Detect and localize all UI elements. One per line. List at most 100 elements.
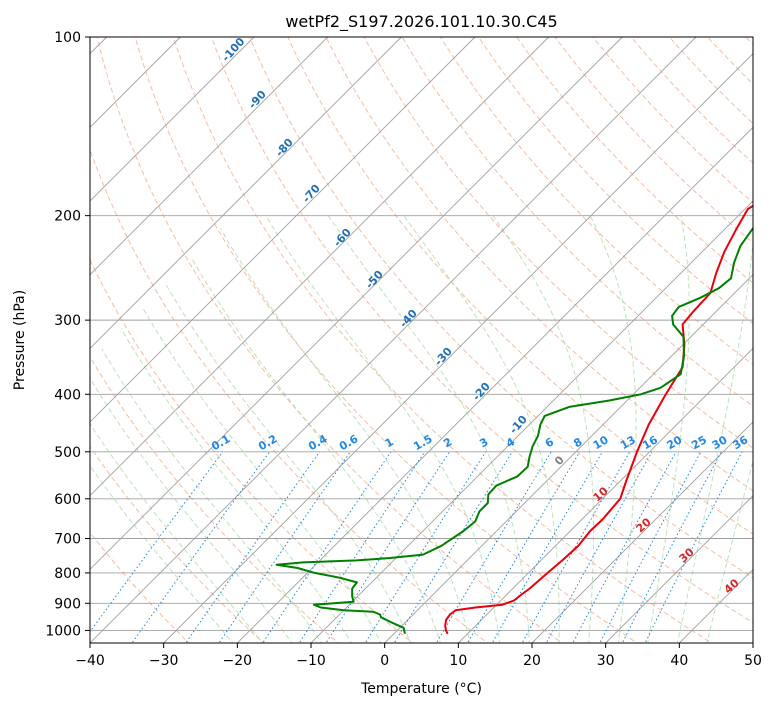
mixing-ratio-label: 1 — [383, 435, 396, 450]
moist-adiabat — [647, 215, 690, 643]
chart-title: wetPf2_S197.2026.101.10.30.C45 — [285, 12, 557, 32]
isotherm-line — [90, 37, 402, 349]
isotherm-label: -10 — [507, 413, 530, 437]
dry-adiabat — [439, 37, 753, 366]
moist-adiabat — [120, 328, 352, 643]
isotherm-line — [163, 53, 753, 643]
dry-adiabat — [90, 445, 265, 643]
mixing-ratio-line — [131, 451, 271, 643]
dry-adiabat — [90, 355, 340, 643]
moist-adiabat — [90, 464, 234, 643]
x-tick-label: −20 — [223, 653, 253, 669]
isotherm-line — [90, 37, 476, 423]
isotherm-line — [531, 421, 753, 643]
y-tick-label: 900 — [54, 596, 81, 612]
mixing-ratio-line — [364, 451, 487, 643]
moist-adiabat — [328, 215, 530, 643]
isotherm-line — [90, 37, 623, 570]
isotherm-label: -80 — [273, 136, 296, 160]
moist-adiabat — [141, 306, 382, 643]
mixing-ratio-line — [185, 451, 321, 643]
plot-frame — [89, 36, 754, 644]
mixing-ratio-label: 20 — [665, 433, 685, 452]
mixing-ratio-label: 1.5 — [411, 432, 434, 453]
dry-adiabat — [668, 37, 753, 125]
theta-label: 10 — [591, 484, 611, 504]
moist-adiabat — [101, 348, 323, 643]
x-tick-label: 40 — [670, 653, 688, 669]
isotherm-label: -50 — [363, 268, 386, 292]
x-tick-label: 30 — [597, 653, 615, 669]
isotherm-line — [605, 495, 753, 643]
moist-adiabat — [265, 215, 501, 643]
x-tick-label: −40 — [75, 653, 105, 669]
isotherm-line — [90, 37, 549, 497]
mixing-ratio-label: 6 — [543, 435, 556, 450]
moist-adiabat — [190, 256, 441, 643]
theta-label: 40 — [722, 576, 742, 596]
isotherm-label: -40 — [397, 307, 420, 331]
isotherm-label: 0 — [552, 453, 567, 468]
x-tick-label: −30 — [149, 653, 179, 669]
y-tick-label: 800 — [54, 566, 81, 582]
moist-adiabat — [403, 215, 560, 643]
dry-adiabat — [401, 37, 753, 407]
theta-label: 30 — [677, 545, 697, 565]
dry-adiabat — [172, 37, 713, 643]
isotherm-label: -60 — [331, 226, 354, 250]
dry-adiabat — [477, 37, 753, 325]
y-tick-label: 400 — [54, 387, 81, 403]
y-axis: 1000 900 800 700 600 500 400 300 200 100 — [45, 30, 90, 639]
isotherm-line — [90, 37, 255, 202]
mixing-ratio-line — [572, 451, 677, 643]
isotherm-label: -100 — [219, 35, 247, 64]
x-axis: −40 −30 −20 −10 0 10 20 30 40 50 — [75, 643, 762, 669]
moist-adiabat — [90, 422, 264, 643]
isotherm-line — [752, 642, 753, 643]
mixing-ratio-label: 0.4 — [306, 432, 330, 453]
y-tick-label: 1000 — [45, 623, 81, 639]
mixing-ratio-line — [325, 451, 451, 643]
mixing-ratio-line — [599, 451, 702, 643]
y-tick-label: 600 — [54, 492, 81, 508]
moist-adiabat — [90, 377, 293, 643]
dry-adiabat — [325, 37, 753, 492]
moist-adiabat — [706, 459, 753, 643]
mixing-ratio-label: 30 — [710, 433, 730, 452]
x-tick-label: 0 — [380, 653, 389, 669]
mixing-ratio-label: 36 — [730, 433, 750, 452]
y-tick-label: 300 — [54, 313, 81, 329]
moist-adiabat — [492, 215, 594, 643]
dry-adiabat — [516, 37, 753, 284]
mixing-ratio-line — [298, 451, 426, 643]
isotherm-line — [90, 37, 328, 276]
mixing-ratio-label: 25 — [689, 433, 709, 452]
mixing-ratio-line — [644, 451, 743, 643]
y-tick-label: 700 — [54, 532, 81, 548]
moist-adiabat — [589, 215, 637, 643]
dry-adiabat — [745, 37, 753, 46]
profiles — [275, 204, 753, 635]
dewpoint-line — [275, 226, 753, 635]
mixing-ratio-line — [491, 451, 603, 643]
x-tick-label: 10 — [449, 653, 467, 669]
mixing-ratio-line — [262, 451, 392, 643]
y-tick-label: 200 — [54, 209, 81, 225]
isotherm-line — [90, 37, 697, 643]
x-tick-label: −10 — [296, 653, 326, 669]
mixing-ratio-line — [466, 451, 581, 643]
mixing-ratio-label: 8 — [571, 435, 584, 450]
background-lines — [90, 37, 753, 643]
dry-adiabat — [554, 37, 753, 244]
isotherm-line — [458, 347, 753, 643]
dry-adiabat — [134, 37, 638, 643]
moist-adiabat — [164, 283, 412, 643]
temperature-line — [444, 204, 753, 635]
mixing-ratio-label: 0.2 — [256, 432, 279, 453]
moist-adiabat — [219, 227, 471, 643]
dry-adiabat — [90, 148, 489, 643]
isotherm-line — [237, 126, 753, 643]
y-tick-label: 100 — [54, 30, 81, 46]
theta-label: 20 — [634, 515, 654, 535]
moist-adiabat — [676, 235, 753, 643]
